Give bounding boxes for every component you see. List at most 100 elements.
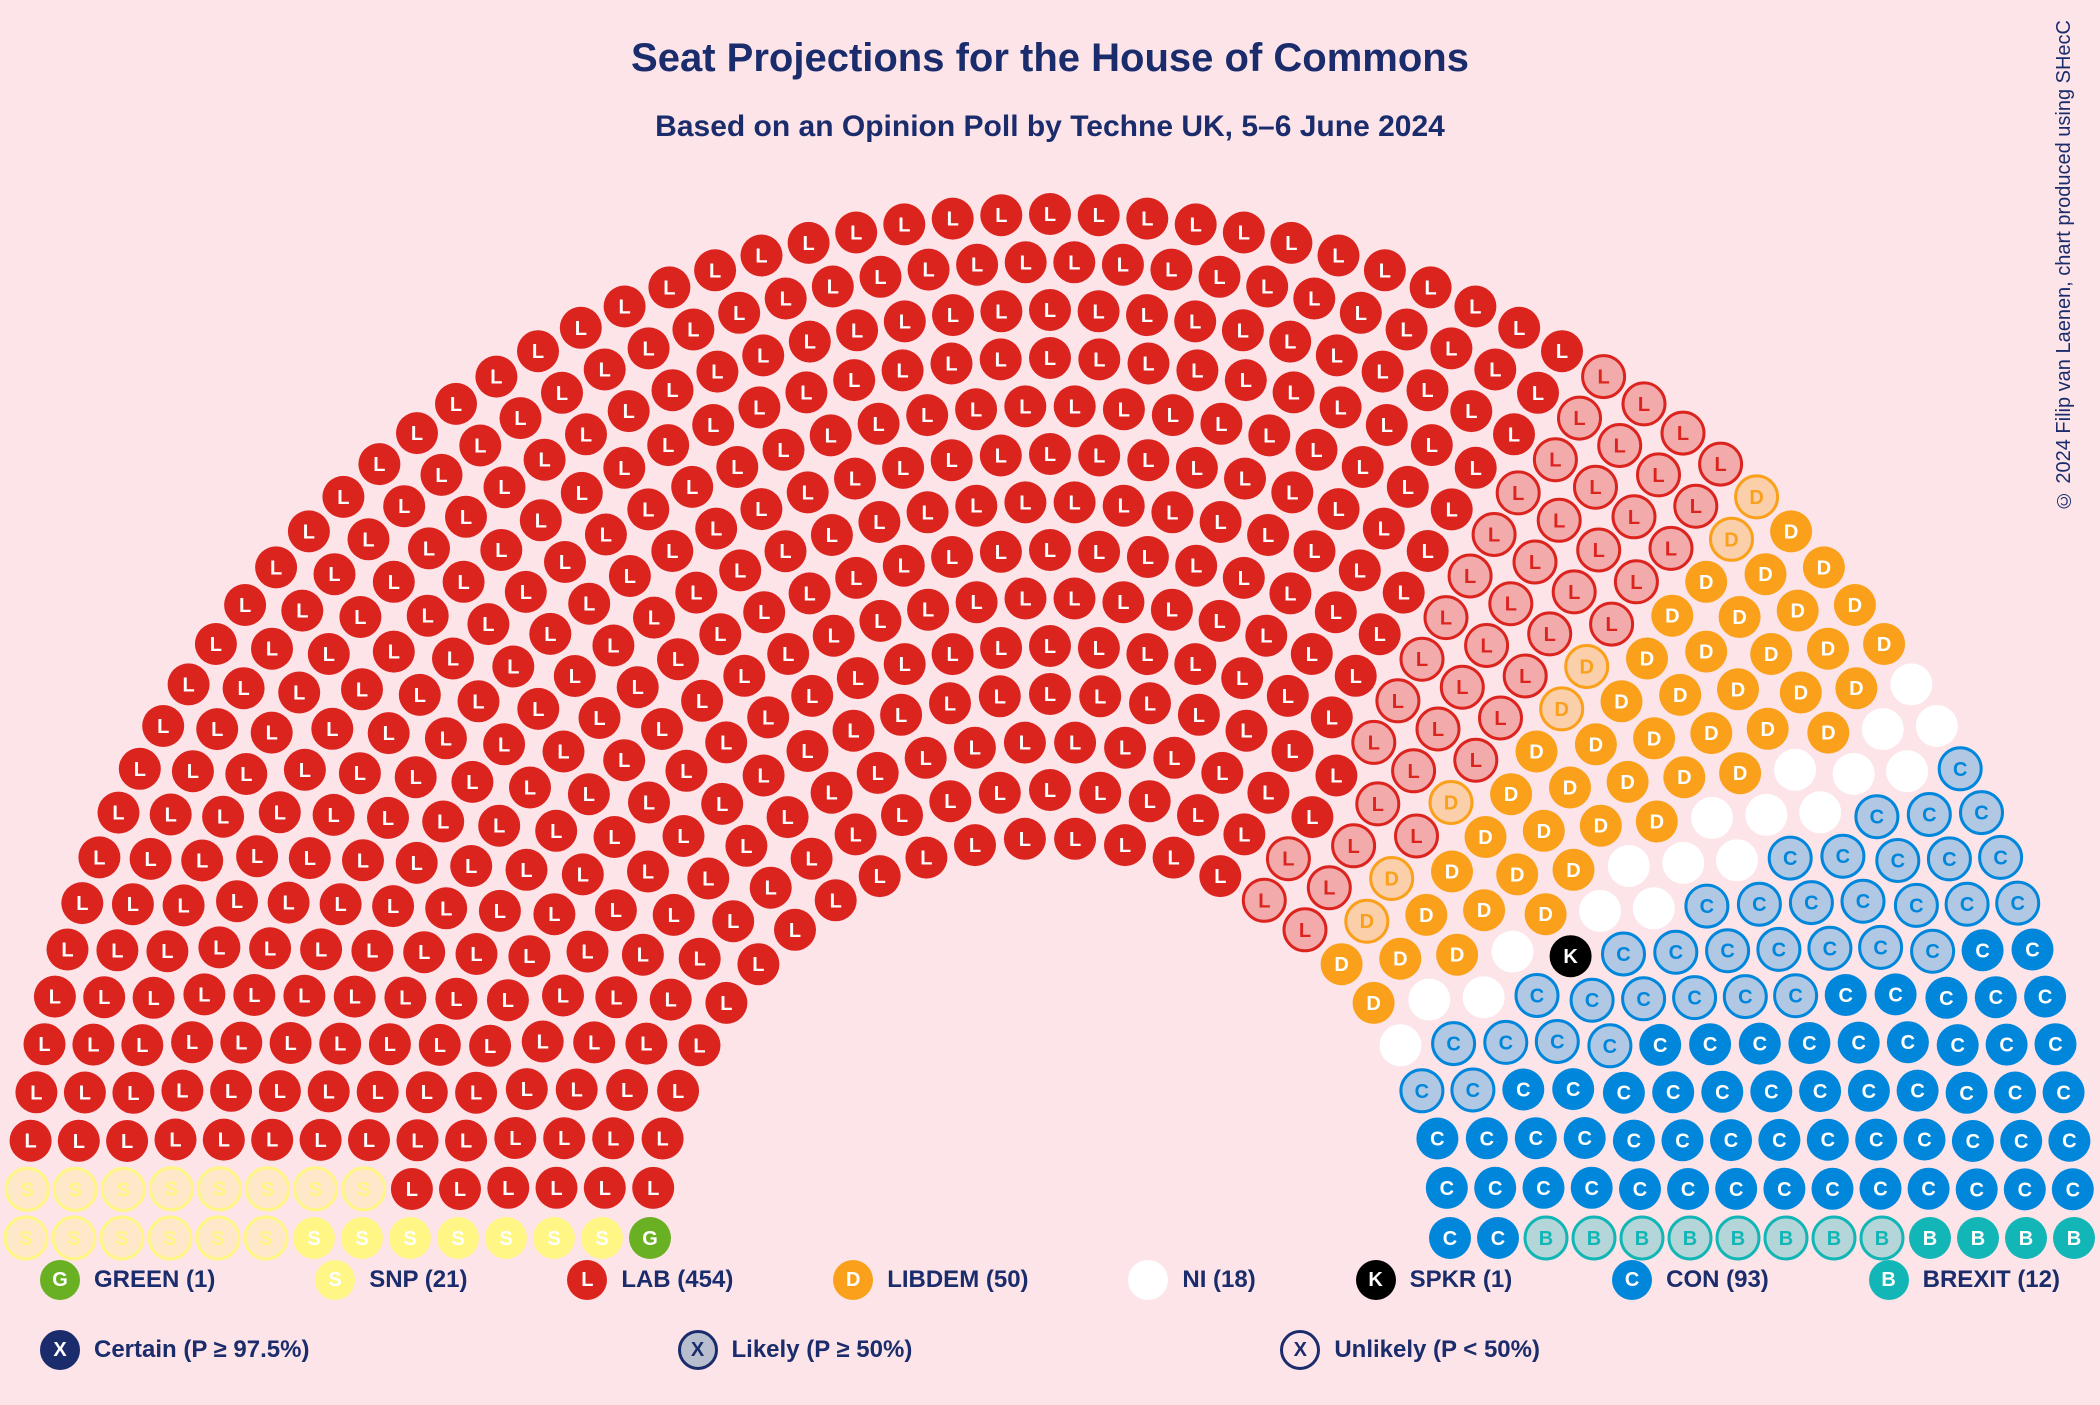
- seat-lab: L: [1534, 439, 1576, 481]
- seat-snp: S: [533, 1217, 575, 1259]
- seat-lab: L: [1126, 294, 1168, 336]
- seat-lab: L: [72, 1024, 114, 1066]
- seat-lab: L: [750, 867, 792, 909]
- svg-text:L: L: [498, 477, 510, 499]
- svg-text:L: L: [1118, 496, 1130, 518]
- svg-text:C: C: [1966, 1131, 1980, 1153]
- seat-lab: L: [419, 1024, 461, 1066]
- seat-con: C: [1788, 1022, 1830, 1064]
- svg-text:L: L: [1410, 826, 1422, 848]
- seat-lab: L: [603, 447, 645, 489]
- svg-text:C: C: [1585, 990, 1599, 1012]
- svg-text:L: L: [521, 1079, 533, 1101]
- svg-text:L: L: [537, 1032, 549, 1054]
- svg-text:S: S: [115, 1228, 128, 1250]
- svg-text:L: L: [484, 1036, 496, 1058]
- seat-brexit: B: [2005, 1217, 2047, 1259]
- svg-text:L: L: [550, 1178, 562, 1200]
- seat-lab: L: [479, 890, 521, 932]
- seat-lab: L: [931, 536, 973, 578]
- seat-con: C: [1952, 1120, 1994, 1162]
- seat-lab: L: [1407, 530, 1449, 572]
- svg-text:L: L: [213, 937, 225, 959]
- svg-text:L: L: [1238, 824, 1250, 846]
- seat-con: C: [1997, 882, 2039, 924]
- seat-con: C: [1860, 1168, 1902, 1210]
- seat-lab: L: [1357, 783, 1399, 825]
- seat-snp: S: [6, 1168, 48, 1210]
- svg-text:L: L: [127, 1083, 139, 1105]
- seat-con: C: [1822, 835, 1864, 877]
- seat-lab: L: [535, 810, 577, 852]
- seat-lab: L: [567, 931, 609, 973]
- seat-libdem: D: [1690, 712, 1732, 754]
- seat-con: C: [1842, 880, 1884, 922]
- seat-lab: L: [259, 791, 301, 833]
- seat-lab: L: [373, 561, 415, 603]
- svg-text:B: B: [1731, 1228, 1745, 1250]
- svg-text:L: L: [1532, 383, 1544, 405]
- seat-lab: L: [738, 386, 780, 428]
- svg-text:L: L: [672, 649, 684, 671]
- seat-libdem: D: [1685, 561, 1727, 603]
- svg-text:L: L: [460, 1131, 472, 1153]
- seat-lab: L: [1431, 488, 1473, 530]
- svg-text:D: D: [1665, 606, 1679, 628]
- seat-lab: L: [121, 1024, 163, 1066]
- svg-text:C: C: [1960, 894, 1974, 916]
- svg-text:L: L: [357, 850, 369, 872]
- svg-text:L: L: [971, 255, 983, 277]
- svg-text:L: L: [872, 414, 884, 436]
- seat-lab: L: [334, 976, 376, 1018]
- svg-text:L: L: [656, 1129, 668, 1151]
- svg-text:L: L: [474, 436, 486, 458]
- seat-libdem: D: [1601, 680, 1643, 722]
- seat-lab: L: [1294, 530, 1336, 572]
- seat-lab: L: [407, 595, 449, 637]
- seat-lab: L: [435, 978, 477, 1020]
- seat-lab: L: [183, 973, 225, 1015]
- seat-con: C: [1758, 928, 1800, 970]
- seat-lab: L: [484, 466, 526, 508]
- seat-lab: L: [1553, 571, 1595, 613]
- seat-lab: L: [368, 712, 410, 754]
- seat-lab: L: [810, 414, 852, 456]
- svg-text:L: L: [1119, 835, 1131, 857]
- seat-libdem: D: [1379, 938, 1421, 980]
- seat-lab: L: [584, 1167, 626, 1209]
- svg-text:D: D: [1877, 634, 1891, 656]
- seat-lab: L: [203, 1119, 245, 1161]
- seat-lab: L: [625, 1023, 667, 1065]
- svg-text:L: L: [1141, 644, 1153, 666]
- seat-con: C: [1571, 1167, 1613, 1209]
- legend-dot: G: [40, 1260, 80, 1300]
- svg-text:L: L: [848, 370, 860, 392]
- seat-lab: L: [741, 235, 783, 277]
- seat-con: C: [1603, 933, 1645, 975]
- seat-libdem: D: [1553, 849, 1595, 891]
- svg-text:L: L: [593, 708, 605, 730]
- seat-lab: L: [341, 668, 383, 710]
- svg-text:L: L: [995, 638, 1007, 660]
- svg-text:L: L: [1191, 458, 1203, 480]
- svg-text:C: C: [1488, 1178, 1502, 1200]
- seat-lab: L: [369, 1023, 411, 1065]
- seat-lab: L: [604, 286, 646, 328]
- seat-lab: L: [1102, 244, 1144, 286]
- svg-text:L: L: [523, 946, 535, 968]
- seat-lab: L: [1103, 485, 1145, 527]
- svg-text:L: L: [450, 989, 462, 1011]
- svg-text:D: D: [1510, 864, 1524, 886]
- seat-lab: L: [743, 591, 785, 633]
- seat-con: C: [1775, 975, 1817, 1017]
- seat-lab: L: [556, 1069, 598, 1111]
- legend-item-lab: LLAB (454): [567, 1260, 733, 1300]
- svg-text:L: L: [1142, 450, 1154, 472]
- seat-snp: S: [437, 1217, 479, 1259]
- svg-text:D: D: [1384, 869, 1398, 891]
- svg-text:S: S: [213, 1179, 226, 1201]
- seat-lab: L: [627, 488, 669, 530]
- svg-text:D: D: [1554, 699, 1568, 721]
- svg-text:L: L: [850, 568, 862, 590]
- svg-text:L: L: [711, 362, 723, 384]
